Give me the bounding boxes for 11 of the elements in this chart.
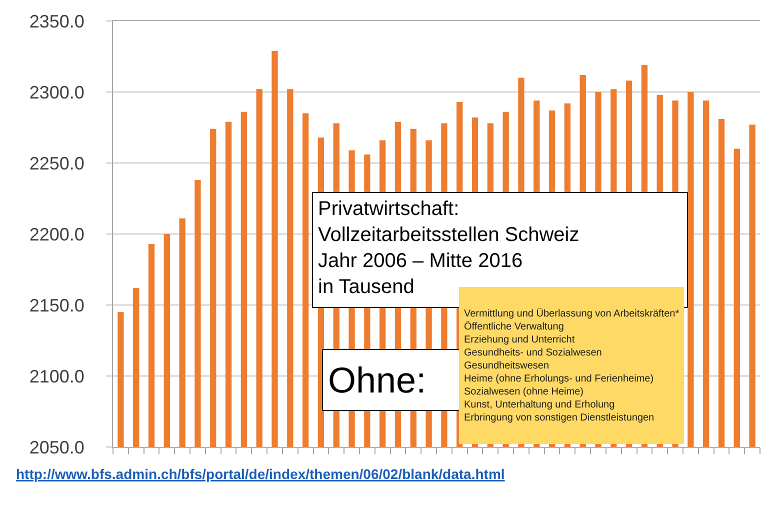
text: Privatwirtschaft: Vollzeitarbeitsstellen Schweiz Jahr 2006 – Mitte 2016 in Tausend xyxy=(318,198,580,298)
y-tick-label: 2350.0 xyxy=(29,11,84,32)
text: http://www.bfs.admin.ch/bfs/portal/de/index/themen/06/02/blank/data.html xyxy=(16,466,505,482)
y-tick-label: 2200.0 xyxy=(29,224,84,244)
y-tick-label: 2150.0 xyxy=(29,295,84,316)
y-tick-label: 2250.0 xyxy=(29,153,84,174)
y-tick-label: 2100.0 xyxy=(29,366,84,386)
text: Vermittlung und Überlassung von Arbeitskräften* Öffentliche Verwaltung Erziehung und Unterricht Gesundheits- und Sozialwesen Gesundheitswesen Heime (ohne Erholungs- und Ferienheime) Sozialwesen (ohne Heime) Kunst, Unterhaltung und Erholung Erbringung von sonstigen Dienstleistungen xyxy=(464,308,680,424)
y-tick-label: 2300.0 xyxy=(29,82,84,102)
y-tick-label: 2050.0 xyxy=(29,437,84,458)
annotation: Ohne: xyxy=(328,360,426,400)
